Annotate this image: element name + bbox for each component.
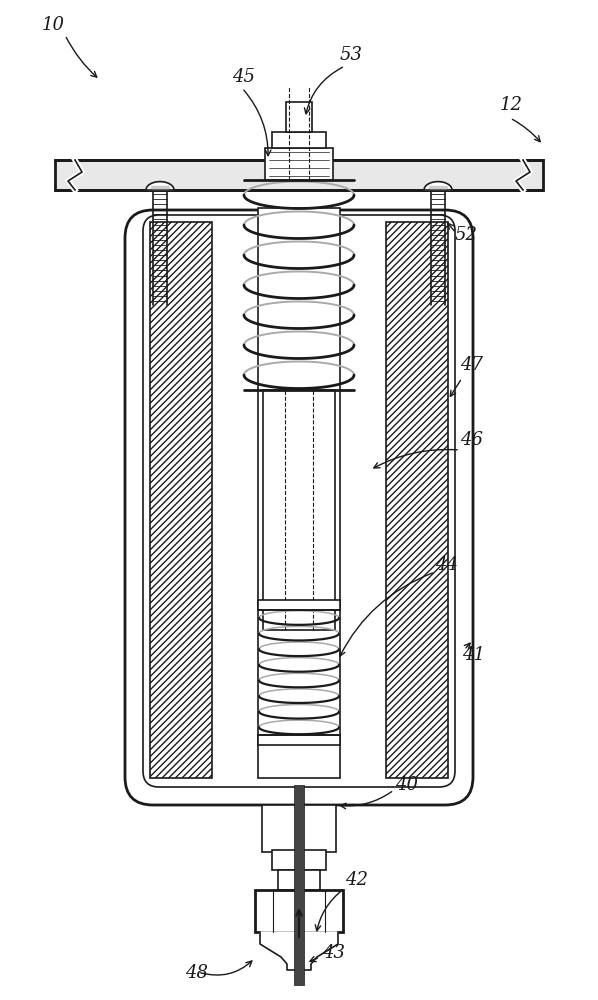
Bar	[272, 850, 326, 870]
Polygon shape	[146, 182, 174, 190]
Text: 46: 46	[460, 431, 483, 449]
Text: 40: 40	[395, 776, 418, 794]
Text: 42: 42	[345, 871, 368, 889]
Bar	[255, 890, 343, 932]
Bar	[258, 208, 340, 778]
Text: 10: 10	[42, 16, 65, 34]
Bar	[258, 600, 340, 610]
Bar	[386, 222, 448, 778]
Text: 44: 44	[435, 556, 458, 574]
Bar	[294, 785, 304, 985]
Bar	[272, 132, 326, 148]
FancyBboxPatch shape	[125, 210, 473, 805]
Bar	[265, 148, 333, 180]
Text: 45: 45	[232, 68, 255, 86]
FancyBboxPatch shape	[143, 215, 455, 787]
Bar	[55, 160, 543, 190]
Polygon shape	[260, 932, 338, 970]
Text: 41: 41	[462, 646, 485, 664]
Text: 12: 12	[500, 96, 523, 114]
Text: 43: 43	[322, 944, 345, 962]
Bar	[286, 102, 312, 132]
Bar	[150, 222, 212, 778]
Bar	[278, 870, 320, 890]
Text: 47: 47	[460, 356, 483, 374]
Text: 52: 52	[455, 226, 478, 244]
Text: 48: 48	[185, 964, 208, 982]
Bar	[262, 805, 336, 852]
Polygon shape	[424, 182, 452, 190]
Text: 53: 53	[340, 46, 363, 64]
Bar	[263, 390, 335, 630]
Bar	[258, 735, 340, 745]
